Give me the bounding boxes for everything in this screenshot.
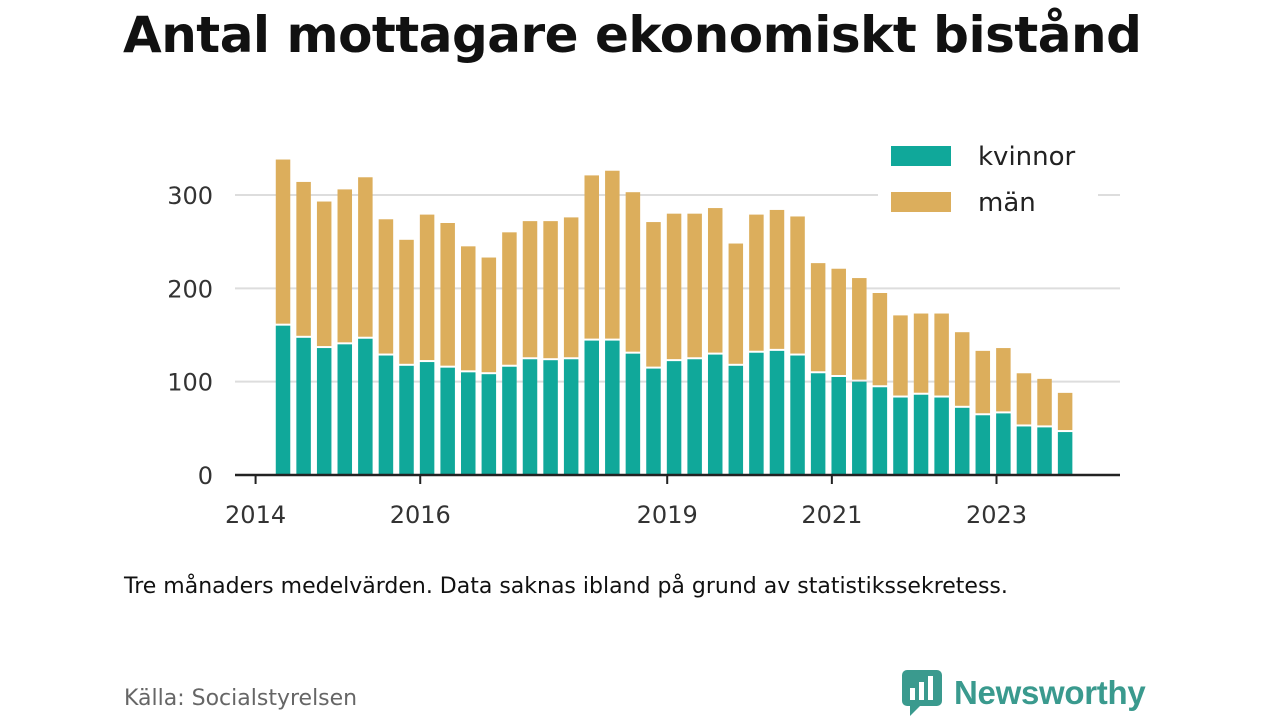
bar-kvinnor	[810, 373, 826, 475]
bar-man	[872, 293, 888, 386]
bar-kvinnor	[419, 362, 435, 475]
bar-chart-bubble-icon	[902, 670, 942, 716]
bar-kvinnor	[893, 397, 908, 475]
bar-man	[296, 181, 311, 336]
x-tick-label: 2023	[966, 501, 1027, 529]
bar-kvinnor	[481, 374, 497, 475]
bar-kvinnor	[769, 350, 785, 475]
bar-kvinnor	[316, 348, 332, 475]
bar-man	[769, 209, 785, 349]
chart-caption: Tre månaders medelvärden. Data saknas ib…	[124, 574, 1008, 599]
bar-kvinnor	[1037, 427, 1052, 475]
bar-man	[316, 201, 332, 347]
legend-label: kvinnor	[978, 142, 1076, 172]
bar-kvinnor	[563, 359, 579, 475]
bar-kvinnor	[543, 360, 558, 475]
x-tick-label: 2016	[390, 501, 451, 529]
bar-man	[707, 208, 723, 353]
bar-kvinnor	[687, 359, 702, 475]
bar-man	[275, 159, 291, 324]
y-tick-label: 200	[167, 275, 213, 303]
bar-man	[584, 175, 599, 339]
bar-man	[502, 232, 517, 365]
bar-man	[852, 278, 867, 380]
bar-man	[810, 263, 826, 372]
bar-man	[790, 216, 805, 354]
bar-man	[1057, 392, 1073, 431]
bar-kvinnor	[707, 354, 723, 475]
bar-kvinnor	[337, 344, 353, 475]
bar-kvinnor	[996, 413, 1011, 475]
bar-kvinnor	[852, 381, 867, 475]
bar-man	[358, 177, 373, 337]
chart-title: Antal mottagare ekonomiskt bistånd	[123, 6, 1142, 64]
bar-kvinnor	[440, 367, 455, 475]
bar-man	[934, 313, 949, 396]
bar-kvinnor	[790, 355, 805, 475]
bar-man	[419, 214, 435, 361]
bar-man	[954, 332, 970, 406]
bar-kvinnor	[1016, 426, 1032, 475]
bar-man	[605, 170, 620, 339]
bar-man	[378, 219, 394, 354]
y-tick-label: 0	[198, 462, 213, 490]
bar-man	[749, 214, 764, 351]
y-tick-label: 100	[167, 369, 213, 397]
bar-man	[543, 221, 558, 359]
newsworthy-logo: Newsworthy	[900, 668, 1146, 718]
bar-man	[461, 246, 476, 371]
bar-man	[440, 223, 455, 366]
bar-kvinnor	[296, 337, 311, 475]
bar-man	[831, 268, 846, 375]
bar-man	[337, 189, 353, 343]
bar-kvinnor	[584, 340, 599, 475]
bar-man	[646, 222, 661, 367]
source-note: Källa: Socialstyrelsen	[124, 686, 358, 711]
bar-kvinnor	[1057, 432, 1073, 475]
bar-man	[913, 313, 929, 393]
brand-name: Newsworthy	[954, 674, 1146, 711]
legend-swatch	[891, 192, 951, 212]
legend-label: män	[978, 188, 1036, 218]
bar-man	[666, 213, 682, 360]
bar-kvinnor	[275, 325, 291, 475]
x-tick-label: 2019	[637, 501, 698, 529]
bar-man	[1016, 373, 1032, 425]
bar-man	[687, 213, 702, 358]
bar-man	[893, 315, 908, 396]
bar-kvinnor	[872, 387, 888, 475]
bar-kvinnor	[625, 353, 641, 475]
bar-kvinnor	[605, 340, 620, 475]
bar-kvinnor	[461, 372, 476, 475]
bar-man	[728, 243, 744, 364]
bar-kvinnor	[954, 407, 970, 475]
bar-man	[563, 217, 579, 358]
x-tick-label: 2021	[801, 501, 862, 529]
bar-man	[625, 192, 641, 352]
bar-kvinnor	[913, 394, 929, 475]
bar-man	[481, 257, 497, 373]
bar-kvinnor	[749, 352, 764, 475]
bar-kvinnor	[502, 366, 517, 475]
bar-kvinnor	[358, 338, 373, 475]
y-tick-label: 300	[167, 182, 213, 210]
bar-kvinnor	[646, 368, 661, 475]
legend-swatch	[891, 146, 951, 166]
bar-kvinnor	[975, 415, 991, 475]
bar-man	[996, 348, 1011, 412]
stacked-bar-chart: 0 100 200 300 2014 2016 2019 2021 2023 kvinnor män	[167, 142, 1120, 529]
bar-kvinnor	[378, 355, 394, 475]
x-tick-label: 2014	[225, 501, 286, 529]
bar-man	[1037, 378, 1052, 426]
bar-man	[975, 350, 991, 414]
bar-kvinnor	[831, 377, 846, 475]
bar-kvinnor	[399, 365, 414, 475]
bar-kvinnor	[728, 365, 744, 475]
bar-kvinnor	[934, 397, 949, 475]
bar-man	[522, 221, 538, 358]
bar-kvinnor	[666, 361, 682, 475]
bar-man	[399, 239, 414, 364]
bar-kvinnor	[522, 359, 538, 475]
